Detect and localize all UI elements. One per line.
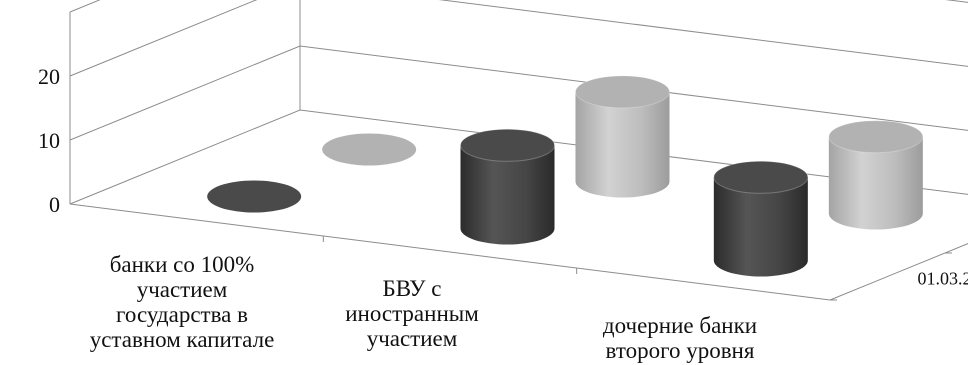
bar-cylinder-body: [713, 177, 808, 277]
x-axis-line: [69, 203, 831, 301]
bar-cylinder-top: [828, 120, 924, 154]
y-tick-label: 20: [38, 64, 60, 89]
bar-cylinder-top: [460, 128, 555, 162]
bar-cylinder: [460, 128, 555, 245]
bar-cylinder-top: [207, 180, 302, 213]
bar-cylinder-body: [460, 145, 555, 245]
bar-cylinder: [713, 160, 809, 277]
bar-cylinder: [207, 180, 302, 213]
y-tick-label: 10: [38, 128, 60, 153]
series-label: 01.03.2020: [918, 269, 968, 289]
gridline-3: [69, 0, 968, 13]
category-label-subsidiary-banks: дочерние банки второго уровня: [602, 313, 758, 363]
bar-cylinder-body: [828, 136, 923, 230]
bars: [207, 75, 924, 277]
gridline-2: [69, 0, 968, 77]
bar-cylinder-top: [575, 75, 670, 109]
category-label-foreign-banks: БВУ с иностранным участием: [345, 276, 479, 351]
bar-cylinder: [322, 133, 417, 166]
bar-cylinder: [575, 75, 670, 198]
bar-cylinder: [828, 120, 924, 230]
bar-cylinder-top: [322, 133, 417, 166]
y-tick-label: 0: [49, 192, 60, 217]
bar-cylinder-top: [713, 160, 809, 194]
bar-cylinder-body: [575, 91, 670, 198]
gridline-1: [69, 45, 968, 141]
category-label-state-banks: банки со 100% участием государства в уст…: [89, 252, 275, 352]
